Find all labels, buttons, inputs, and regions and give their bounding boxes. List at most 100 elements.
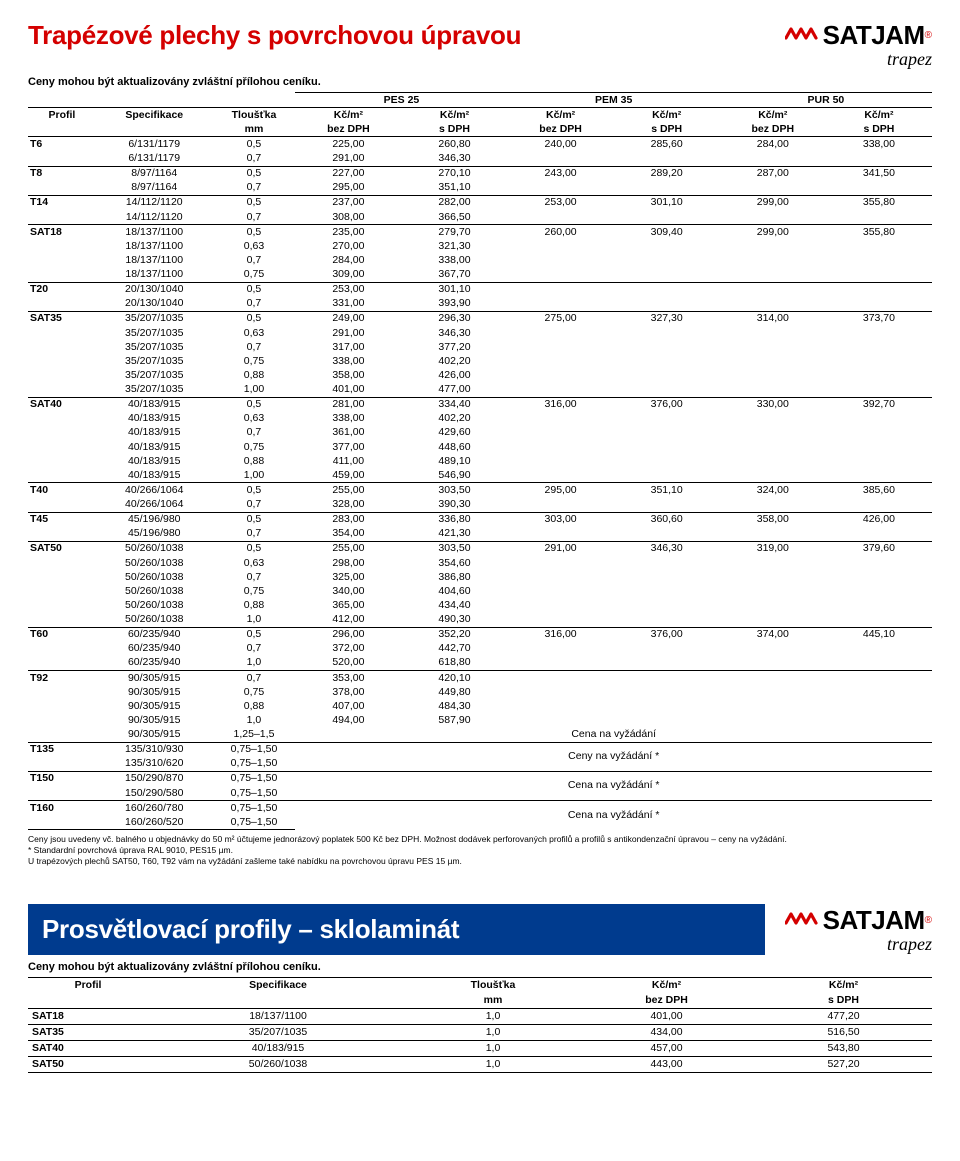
- cell-profil: [28, 268, 96, 283]
- cell-on-request: Cena na vyžádání *: [295, 771, 932, 800]
- cell-price-bez: 434,00: [578, 1024, 755, 1040]
- cell-price: [826, 713, 932, 727]
- cell-price: 376,00: [614, 627, 720, 642]
- cell-price: [508, 268, 614, 283]
- table-row: T88/97/11640,5227,00270,10243,00289,2028…: [28, 166, 932, 181]
- cell-price: 275,00: [508, 311, 614, 326]
- cell-price: 445,10: [826, 627, 932, 642]
- table-body: T66/131/11790,5225,00260,80240,00285,602…: [28, 137, 932, 830]
- cell-price: 393,90: [401, 297, 507, 312]
- cell-profil: SAT50: [28, 541, 96, 556]
- cell-profil: [28, 454, 96, 468]
- col-bez: bez DPH: [578, 993, 755, 1009]
- cell-price: [508, 210, 614, 225]
- cell-price: [720, 181, 826, 196]
- cell-thickness: 0,7: [213, 297, 296, 312]
- table-row: SAT3535/207/10351,0434,00516,50: [28, 1024, 932, 1040]
- col-bez3: bez DPH: [720, 122, 826, 137]
- cell-price: 426,00: [401, 368, 507, 382]
- cell-price: [720, 613, 826, 628]
- cell-price: 303,00: [508, 512, 614, 527]
- col-u3: Kč/m²: [508, 108, 614, 123]
- cell-price: 489,10: [401, 454, 507, 468]
- cell-price: [720, 642, 826, 656]
- cell-profil: SAT50: [28, 1057, 148, 1073]
- cell-thickness: 0,5: [213, 137, 296, 152]
- cell-price: 367,70: [401, 268, 507, 283]
- subtitle: Ceny mohou být aktualizovány zvláštní př…: [28, 76, 932, 88]
- cell-profil: SAT18: [28, 225, 96, 240]
- table-col-header-1: Profil Specifikace Tloušťka Kč/m² Kč/m² …: [28, 108, 932, 123]
- cell-profil: [28, 340, 96, 354]
- cell-price: 279,70: [401, 225, 507, 240]
- cell-price: 255,00: [295, 541, 401, 556]
- cell-spec: 18/137/1100: [96, 225, 213, 240]
- cell-thickness: 0,75: [213, 584, 296, 598]
- cell-thickness: 1,0: [213, 713, 296, 727]
- cell-price: 255,00: [295, 483, 401, 498]
- cell-price: 346,30: [614, 541, 720, 556]
- cell-price: [614, 340, 720, 354]
- cell-price: 270,00: [295, 239, 401, 253]
- cell-price: [720, 426, 826, 440]
- cell-price: 325,00: [295, 570, 401, 584]
- cell-price: [508, 326, 614, 340]
- cell-price: [614, 613, 720, 628]
- cell-price: [614, 426, 720, 440]
- cell-price: 587,90: [401, 713, 507, 727]
- cell-price: 442,70: [401, 642, 507, 656]
- cell-price: 353,00: [295, 671, 401, 686]
- table-row: 6/131/11790,7291,00346,30: [28, 152, 932, 167]
- cell-profil: [28, 210, 96, 225]
- cell-price: [508, 440, 614, 454]
- cell-price: [720, 454, 826, 468]
- cell-spec: 40/266/1064: [96, 498, 213, 513]
- col-s2: s DPH: [614, 122, 720, 137]
- cell-price: 235,00: [295, 225, 401, 240]
- cell-price: 429,60: [401, 426, 507, 440]
- brand-sub: trapez: [785, 49, 932, 70]
- cell-profil: T40: [28, 483, 96, 498]
- cell-price: [720, 440, 826, 454]
- cell-price: [614, 253, 720, 267]
- cell-on-request: Cena na vyžádání: [295, 728, 932, 743]
- cell-thickness: 0,5: [213, 512, 296, 527]
- cell-thickness: 0,5: [213, 225, 296, 240]
- cell-profil: [28, 326, 96, 340]
- cell-thickness: 0,75–1,50: [213, 786, 296, 801]
- cell-price: [508, 181, 614, 196]
- cell-profil: T150: [28, 771, 96, 786]
- col-s1: s DPH: [401, 122, 507, 137]
- cell-spec: 50/260/1038: [96, 598, 213, 612]
- cell-price: 308,00: [295, 210, 401, 225]
- cell-price: [614, 440, 720, 454]
- cell-price-s: 543,80: [755, 1041, 932, 1057]
- cell-spec: 90/305/915: [96, 713, 213, 727]
- page-title: Prosvětlovací profily – sklolaminát: [28, 904, 765, 955]
- cell-price: [720, 598, 826, 612]
- col-s: s DPH: [755, 993, 932, 1009]
- cell-spec: 150/290/580: [96, 786, 213, 801]
- cell-thickness: 0,7: [213, 181, 296, 196]
- cell-spec: 160/260/780: [96, 801, 213, 816]
- cell-price: [614, 282, 720, 297]
- subtitle: Ceny mohou být aktualizovány zvláštní př…: [28, 961, 932, 973]
- cell-price: [614, 685, 720, 699]
- cell-price: [508, 340, 614, 354]
- cell-price: 298,00: [295, 556, 401, 570]
- cell-spec: 90/305/915: [96, 685, 213, 699]
- cell-spec: 35/207/1035: [96, 383, 213, 398]
- cell-spec: 160/260/520: [96, 815, 213, 830]
- cell-profil: [28, 556, 96, 570]
- cell-price: [826, 326, 932, 340]
- brand-sub: trapez: [785, 934, 932, 955]
- cell-price: 301,10: [401, 282, 507, 297]
- table-row: T6060/235/9400,5296,00352,20316,00376,00…: [28, 627, 932, 642]
- col-thickness: Tloušťka: [213, 108, 296, 123]
- cell-profil: [28, 656, 96, 671]
- cell-price: 373,70: [826, 311, 932, 326]
- cell-profil: SAT18: [28, 1008, 148, 1024]
- registered-icon: ®: [925, 915, 932, 926]
- cell-spec: 135/310/930: [96, 742, 213, 757]
- cell-price: 420,10: [401, 671, 507, 686]
